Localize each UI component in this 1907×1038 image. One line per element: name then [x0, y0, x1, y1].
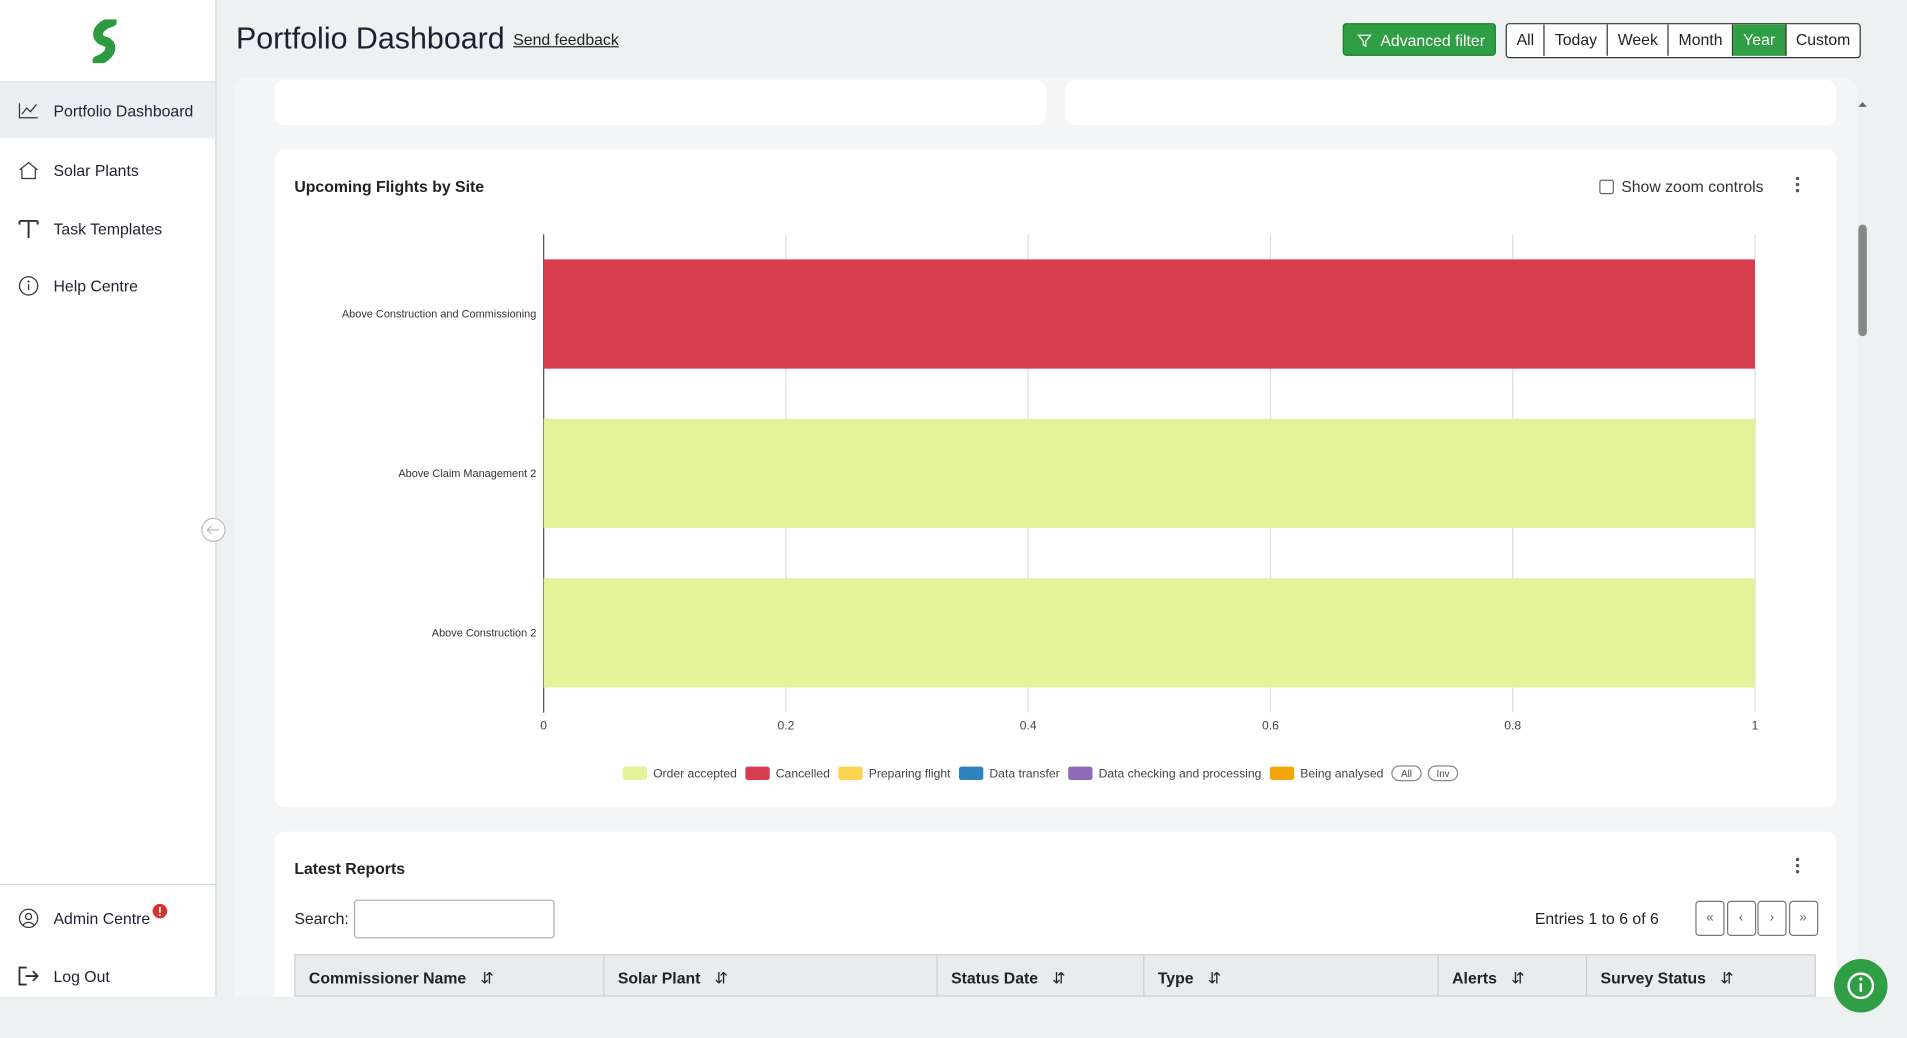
column-header[interactable]: Status Date ⇵: [936, 955, 1065, 997]
collapse-button[interactable]: [201, 517, 227, 543]
nav-label: Admin Centre: [53, 908, 151, 927]
nav-item[interactable]: Solar Plants: [0, 142, 215, 198]
range-button[interactable]: All: [1507, 24, 1546, 56]
pager-button[interactable]: ›: [1757, 900, 1787, 936]
x-tick-label: 0.6: [1262, 719, 1279, 733]
legend-swatch: [745, 766, 770, 780]
help-button[interactable]: [1834, 959, 1888, 1013]
nav-item[interactable]: Task Templates: [0, 200, 215, 256]
column-header[interactable]: Alerts ⇵: [1437, 955, 1524, 997]
feedback-link[interactable]: Send feedback: [513, 30, 619, 49]
menu[interactable]: [1793, 176, 1803, 195]
logo: [92, 19, 117, 64]
legend-label: Order accepted: [653, 767, 737, 781]
legend-button-label: All: [1401, 769, 1412, 780]
sidebar: Portfolio Dashboard Solar Plants Task Te…: [0, 0, 226, 1036]
nav-item[interactable]: Admin Centre: [0, 890, 215, 946]
x-tick-label: 0.2: [777, 719, 794, 733]
nav-item[interactable]: Portfolio Dashboard: [0, 82, 216, 139]
legend-label: Cancelled: [776, 767, 830, 781]
search-input[interactable]: [353, 899, 555, 939]
chart-title: Upcoming Flights by Site: [294, 177, 485, 196]
pager-button[interactable]: «: [1695, 900, 1725, 936]
y-tick-label: Above Construction and Commissioning: [342, 309, 536, 321]
pager-button[interactable]: ‹: [1726, 900, 1756, 936]
x-tick-label: 0.8: [1504, 719, 1521, 733]
column-header[interactable]: Survey Status ⇵: [1585, 955, 1733, 997]
legend-swatch: [1269, 766, 1295, 780]
nav-label: Task Templates: [53, 219, 163, 238]
entries: Entries 1 to 6 of 6: [1534, 909, 1659, 928]
reports-title: Latest Reports: [294, 859, 406, 878]
legend-swatch: [622, 766, 648, 780]
filter-label: Advanced filter: [1380, 31, 1485, 50]
bar: [543, 259, 1755, 369]
column-header[interactable]: Commissioner Name ⇵: [308, 968, 494, 987]
scrollbar: [1857, 97, 1868, 1010]
card: [274, 80, 1046, 126]
pager-button[interactable]: »: [1788, 900, 1818, 936]
legend-label: Being analysed: [1300, 767, 1383, 781]
x-tick-label: 0.4: [1020, 719, 1037, 733]
nav-item[interactable]: Help Centre: [0, 257, 215, 313]
legend-swatch: [1068, 766, 1093, 780]
legend-button[interactable]: [1427, 765, 1459, 782]
zoom-label: Show zoom controls: [1621, 177, 1764, 196]
column-header[interactable]: Type ⇵: [1143, 955, 1221, 997]
column-header[interactable]: Solar Plant ⇵: [603, 955, 728, 997]
bar: [543, 578, 1755, 688]
range-group: All Today Week Month Year Custom: [1505, 23, 1862, 59]
nav-label: Help Centre: [53, 276, 138, 295]
menu[interactable]: [1793, 857, 1803, 876]
range-button[interactable]: Week: [1608, 24, 1669, 56]
nav-label: Solar Plants: [53, 160, 139, 180]
legend-label: Data transfer: [989, 767, 1059, 781]
legend-swatch: [838, 766, 863, 780]
page-title: Portfolio Dashboard: [235, 21, 505, 56]
nav-label: Log Out: [53, 966, 110, 986]
legend-button[interactable]: [1391, 765, 1422, 782]
search-label: Search:: [294, 909, 349, 928]
legend-label: Preparing flight: [869, 767, 951, 781]
card: [1065, 80, 1837, 126]
x-tick-label: 0: [540, 719, 547, 733]
zoom-toggle[interactable]: Show zoom controls: [1599, 177, 1764, 196]
x-tick-label: 1: [1752, 719, 1759, 733]
legend-label: Data checking and processing: [1099, 767, 1262, 781]
nav-label: Portfolio Dashboard: [53, 101, 194, 120]
advanced-filter[interactable]: Advanced filter: [1342, 23, 1496, 56]
table-header: [294, 954, 1816, 997]
range-button[interactable]: Today: [1545, 24, 1609, 56]
range-button[interactable]: Month: [1669, 24, 1734, 56]
legend-swatch: [959, 766, 984, 780]
range-button[interactable]: Year: [1733, 24, 1787, 56]
bar: [543, 418, 1755, 529]
legend-button-label: Inv: [1437, 769, 1450, 780]
nav-item[interactable]: Log Out: [0, 948, 215, 1004]
y-tick-label: Above Construction 2: [432, 628, 537, 640]
y-tick-label: Above Claim Management 2: [398, 468, 536, 480]
range-button[interactable]: Custom: [1795, 30, 1851, 49]
